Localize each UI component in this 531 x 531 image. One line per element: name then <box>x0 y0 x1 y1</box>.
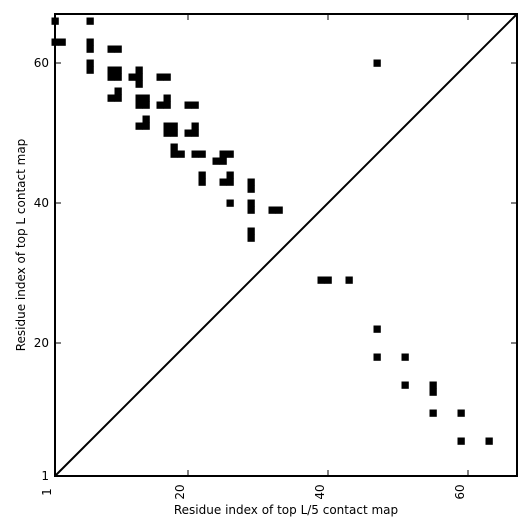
contact-cell-upper <box>163 94 171 102</box>
contact-cell-upper <box>191 122 199 130</box>
contact-cell-upper <box>86 45 94 53</box>
contact-cell-upper <box>247 206 255 214</box>
contact-cell-lower <box>401 381 409 389</box>
upper-triangle-contacts <box>51 17 283 242</box>
contact-cell-upper <box>219 157 227 165</box>
contact-cell-upper <box>226 171 234 179</box>
contact-cell-upper <box>142 101 150 109</box>
contact-cell-upper <box>226 178 234 186</box>
contact-cell-upper <box>135 66 143 74</box>
contact-cell-upper <box>114 45 122 53</box>
contact-cell-upper <box>135 101 143 109</box>
contact-cell-upper <box>247 178 255 186</box>
contact-cell-upper <box>107 45 115 53</box>
contact-cell-upper <box>142 115 150 123</box>
contact-cell-upper <box>247 185 255 193</box>
contact-cell-upper <box>142 94 150 102</box>
contact-cell-upper <box>163 122 171 130</box>
contact-cell-upper <box>107 94 115 102</box>
contact-cell-upper <box>128 73 136 81</box>
contact-cell-upper <box>135 122 143 130</box>
y-tick-label: 1 <box>41 469 49 483</box>
contact-cell-lower <box>373 353 381 361</box>
contact-cell-lower <box>429 409 437 417</box>
x-tick-label: 40 <box>313 484 327 499</box>
contact-cell-upper <box>107 66 115 74</box>
contact-cell-upper <box>163 73 171 81</box>
contact-cell-lower <box>457 409 465 417</box>
contact-cell-upper <box>135 80 143 88</box>
contact-cell-upper <box>163 129 171 137</box>
contact-cell-upper <box>219 150 227 158</box>
contact-cell-upper <box>191 129 199 137</box>
contact-cell-upper <box>191 150 199 158</box>
x-tick-label: 20 <box>173 484 187 499</box>
contact-cell-upper <box>86 59 94 67</box>
contact-cell-upper <box>86 66 94 74</box>
contact-cell-upper <box>135 94 143 102</box>
contact-cell-upper <box>268 206 276 214</box>
contact-cell-upper <box>114 73 122 81</box>
contact-cell-upper <box>198 171 206 179</box>
y-tick-label: 60 <box>34 56 49 70</box>
contact-cell-upper <box>275 206 283 214</box>
plot-frame <box>54 13 518 477</box>
contact-cell-upper <box>170 143 178 151</box>
x-axis-label: Residue index of top L/5 contact map <box>174 503 398 517</box>
contact-cell-upper <box>198 150 206 158</box>
contact-cell-upper <box>163 101 171 109</box>
x-tick-label: 60 <box>453 484 467 499</box>
contact-cell-lower <box>457 437 465 445</box>
contact-cell-upper <box>58 38 66 46</box>
contact-cell-upper <box>135 73 143 81</box>
contact-cell-upper <box>191 101 199 109</box>
y-axis-ticks: 1 20 40 60 <box>34 56 517 483</box>
contact-cell-upper <box>226 150 234 158</box>
contact-cell-upper <box>184 129 192 137</box>
contact-cell-upper <box>247 199 255 207</box>
contact-cell-lower <box>373 59 381 67</box>
lower-triangle-contacts <box>317 59 493 445</box>
contact-cell-lower <box>485 437 493 445</box>
contact-cell-upper <box>114 66 122 74</box>
contact-cell-upper <box>156 73 164 81</box>
contact-cell-upper <box>212 157 220 165</box>
contact-cell-upper <box>170 122 178 130</box>
contact-cell-upper <box>86 38 94 46</box>
contact-cell-lower <box>317 276 325 284</box>
contact-cell-lower <box>345 276 353 284</box>
contact-cell-upper <box>177 150 185 158</box>
contact-cell-upper <box>226 199 234 207</box>
contact-cell-upper <box>198 178 206 186</box>
contact-cell-upper <box>114 94 122 102</box>
contact-cell-upper <box>170 129 178 137</box>
y-tick-label: 40 <box>34 196 49 210</box>
contact-cell-upper <box>142 122 150 130</box>
y-tick-label: 20 <box>34 336 49 350</box>
contact-cell-upper <box>247 234 255 242</box>
contact-cell-upper <box>170 150 178 158</box>
contact-cell-lower <box>429 388 437 396</box>
contact-cell-upper <box>86 17 94 25</box>
contact-cell-upper <box>156 101 164 109</box>
contact-cell-upper <box>219 178 227 186</box>
diagonal-line <box>54 13 518 477</box>
contact-cell-lower <box>373 325 381 333</box>
contact-cell-lower <box>401 353 409 361</box>
x-tick-label: 1 <box>40 488 54 496</box>
x-axis-ticks: 1 20 40 60 <box>40 14 469 500</box>
contact-cell-upper <box>114 87 122 95</box>
contact-cell-upper <box>184 101 192 109</box>
y-axis-label: Residue index of top L contact map <box>14 139 28 352</box>
contact-cell-upper <box>247 227 255 235</box>
contact-cell-lower <box>429 381 437 389</box>
contact-cell-lower <box>324 276 332 284</box>
contact-cell-upper <box>107 73 115 81</box>
